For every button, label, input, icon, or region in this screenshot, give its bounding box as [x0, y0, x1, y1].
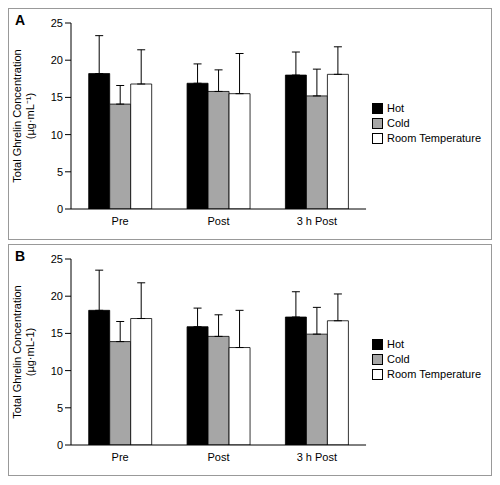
html-text:Room Temperature: Room Temperature	[387, 132, 481, 144]
svg-text:3 h Post: 3 h Post	[297, 451, 337, 463]
svg-text:15: 15	[51, 327, 63, 339]
svg-text:25: 25	[51, 253, 63, 265]
svg-text:0: 0	[57, 439, 63, 451]
html-text:Room Temperature: Room Temperature	[387, 368, 481, 380]
svg-text:Pre: Pre	[112, 451, 129, 463]
svg-text:5: 5	[57, 402, 63, 414]
svg-text:3 h Post: 3 h Post	[297, 215, 337, 227]
html-text:Cold: Cold	[387, 117, 410, 129]
svg-text:15: 15	[51, 91, 63, 103]
svg-text:5: 5	[57, 166, 63, 178]
svg-text:20: 20	[51, 290, 63, 302]
svg-text:Post: Post	[208, 451, 230, 463]
svg-text:Pre: Pre	[112, 215, 129, 227]
svg-text:20: 20	[51, 54, 63, 66]
svg-text:Total Ghrelin Concentration(µg: Total Ghrelin Concentration(µg·mL⁻¹)	[11, 49, 36, 182]
svg-text:Post: Post	[208, 215, 230, 227]
svg-text:0: 0	[57, 203, 63, 215]
html-text:Hot: Hot	[387, 338, 405, 350]
html-text:B: B	[15, 248, 26, 264]
svg-text:10: 10	[51, 365, 63, 377]
html-text:Cold: Cold	[387, 353, 410, 365]
svg-text:Total Ghrelin Concentration(µg: Total Ghrelin Concentration(µg·mL-1)	[11, 285, 36, 418]
svg-text:25: 25	[51, 17, 63, 29]
svg-text:10: 10	[51, 129, 63, 141]
html-text:Hot: Hot	[387, 102, 405, 114]
html-text:A: A	[15, 12, 26, 28]
